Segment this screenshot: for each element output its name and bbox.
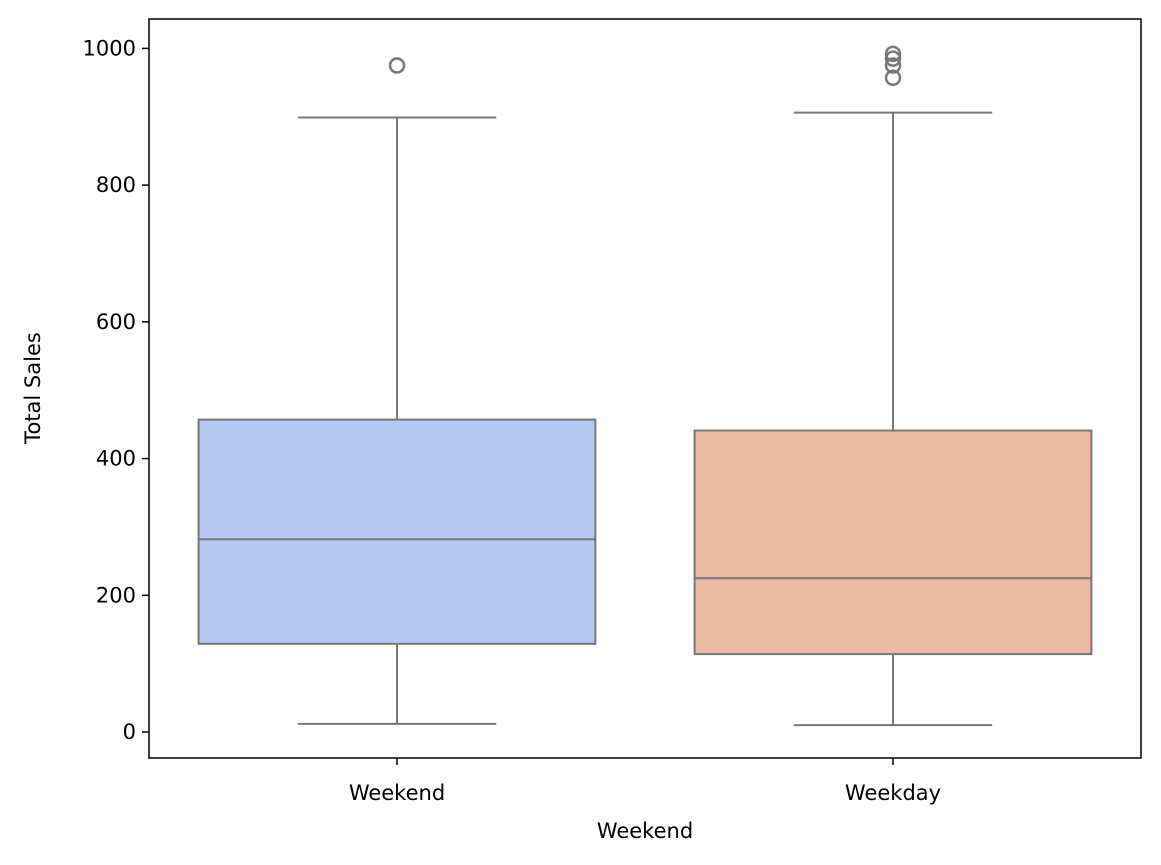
- y-tick-label: 0: [123, 720, 136, 744]
- outlier-point: [884, 45, 902, 63]
- y-tick-label: 800: [96, 173, 136, 197]
- plot-frame: [148, 18, 1142, 759]
- outlier-point: [884, 50, 902, 67]
- y-tick-label: 1000: [83, 36, 136, 60]
- x-tick-label: Weekend: [349, 781, 445, 805]
- x-tick-label: Weekday: [845, 781, 941, 805]
- y-tick-label: 400: [96, 447, 136, 471]
- y-axis: 0 200 400 600 800 1000: [83, 36, 149, 744]
- iqr-box: [693, 429, 1093, 656]
- boxes-layer: [197, 45, 1093, 727]
- outlier-point: [884, 57, 902, 74]
- y-tick-label: 600: [96, 310, 136, 334]
- outlier-point: [884, 69, 902, 87]
- x-axis: Weekend Weekday: [349, 758, 941, 805]
- iqr-box: [197, 418, 597, 645]
- outlier-point: [388, 57, 406, 74]
- box-group-weekday: [693, 45, 1093, 727]
- y-axis-title: Total Sales: [21, 332, 45, 445]
- y-tick-label: 200: [96, 583, 136, 607]
- x-axis-title: Weekend: [597, 819, 693, 843]
- box-group-weekend: [197, 57, 597, 725]
